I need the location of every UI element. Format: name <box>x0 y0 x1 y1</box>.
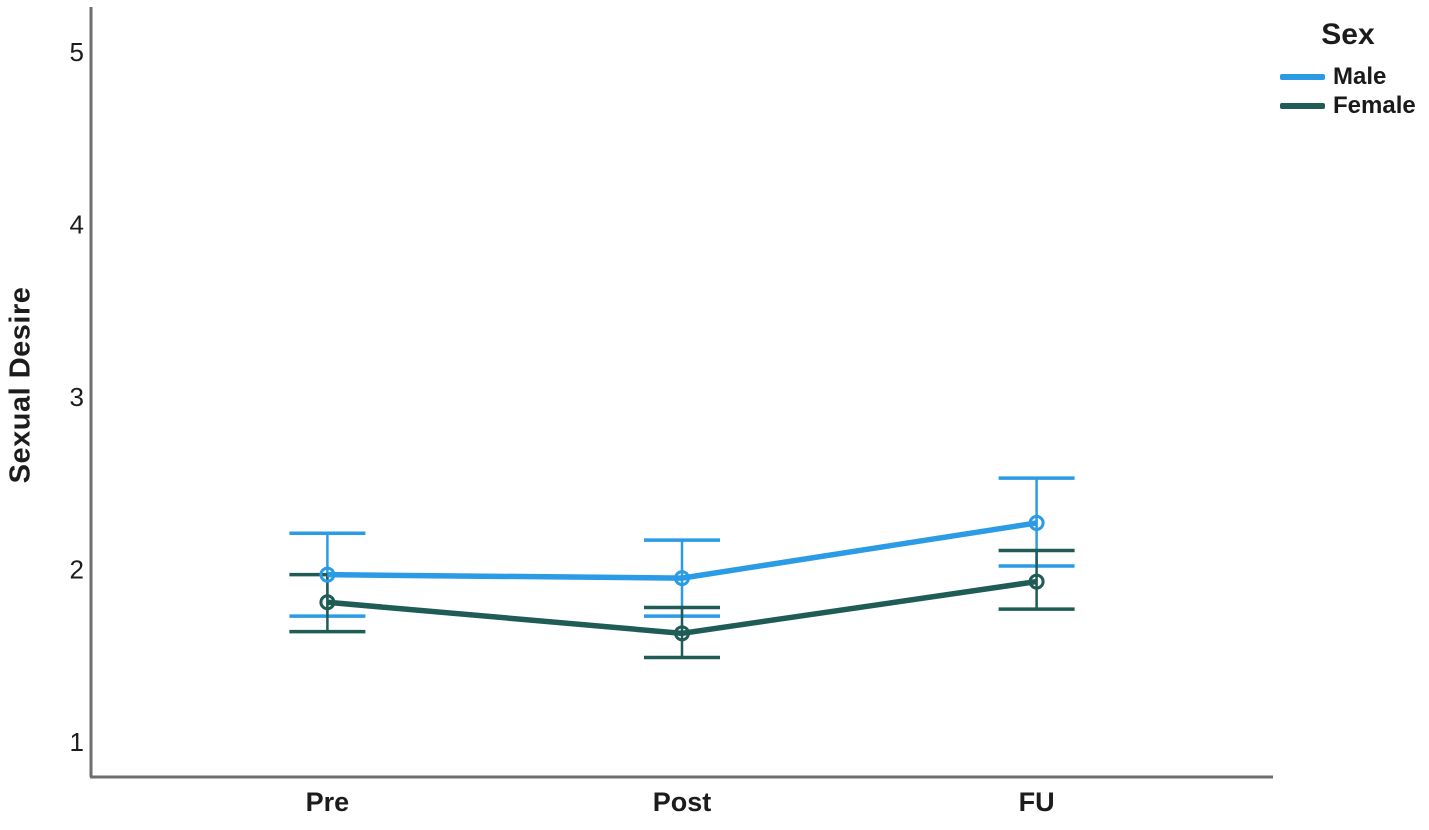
legend: Sex Male Female <box>1280 18 1429 120</box>
y-tick-label: 1 <box>70 727 84 757</box>
y-axis-title: Sexual Desire <box>4 286 37 484</box>
x-category-label: FU <box>1019 787 1055 817</box>
female-line-swatch <box>1280 102 1325 109</box>
y-tick-label: 4 <box>70 210 84 240</box>
data-point-marker-female <box>319 594 336 611</box>
series-line-male <box>327 520 1038 581</box>
legend-label-female: Female <box>1333 91 1416 119</box>
y-tick-label: 5 <box>70 37 84 67</box>
legend-label-male: Male <box>1333 62 1387 90</box>
data-point-marker-male <box>674 570 690 587</box>
data-point-marker-female <box>1028 573 1045 590</box>
legend-item-male: Male <box>1280 62 1429 91</box>
series-line-female <box>327 578 1037 637</box>
x-category-label: Pre <box>306 787 350 817</box>
y-tick-label: 3 <box>70 382 84 412</box>
legend-item-female: Female <box>1280 91 1429 120</box>
x-category-label: Post <box>653 787 712 817</box>
y-tick-label: 2 <box>70 555 84 585</box>
data-point-marker-female <box>674 625 690 642</box>
data-point-marker-male <box>319 566 336 583</box>
legend-title: Sex <box>1321 18 1375 51</box>
male-line-swatch <box>1280 73 1325 80</box>
data-point-marker-male <box>1028 514 1045 531</box>
